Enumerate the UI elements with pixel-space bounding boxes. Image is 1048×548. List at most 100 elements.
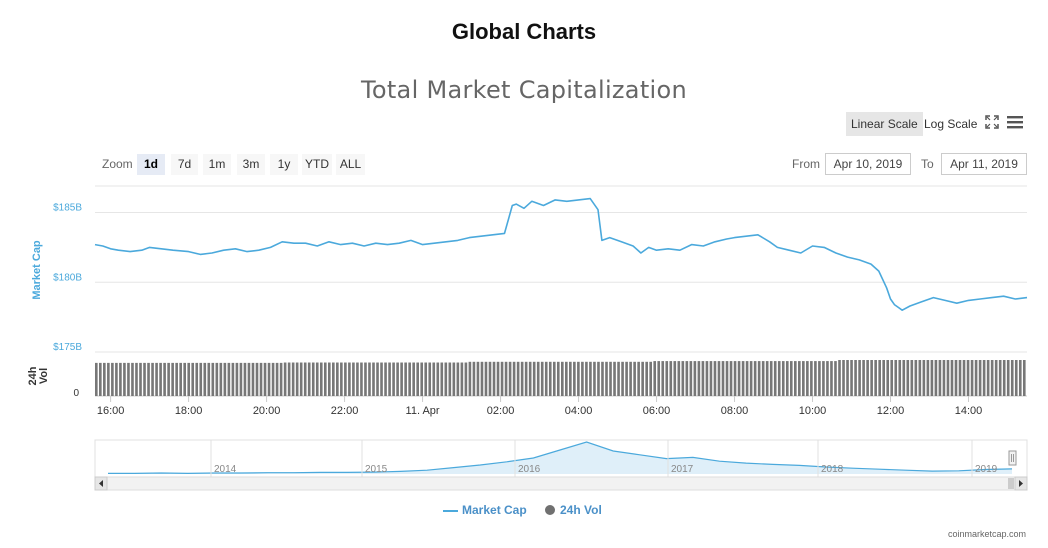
volume-bar [203, 362, 207, 396]
volume-bar [625, 361, 628, 396]
volume-bar [870, 360, 873, 396]
volume-bar [223, 362, 227, 396]
navigator-year-label: 2018 [821, 464, 844, 475]
volume-bar [798, 361, 801, 396]
volume-bar [605, 361, 608, 396]
navigator-year-label: 2019 [975, 464, 998, 475]
credit-link[interactable]: coinmarketcap.com [947, 529, 1026, 539]
volume-bar [440, 362, 444, 396]
vol-axis-title-line1: 24h [27, 366, 39, 385]
volume-bar [179, 362, 182, 396]
volume-bar [781, 361, 785, 396]
volume-bar [307, 362, 311, 396]
volume-bar [826, 361, 829, 396]
navigator-scrollbar[interactable] [94, 476, 1028, 491]
y-tick-label: $180B [53, 272, 82, 283]
zoom-3m-button[interactable]: 3m [237, 154, 265, 175]
volume-bar [725, 361, 729, 396]
volume-bar [902, 360, 906, 396]
market-cap-line [94, 197, 1028, 311]
volume-bar [344, 362, 347, 396]
navigator[interactable]: 2014 2015 2016 2017 2018 2019 [0, 436, 1048, 496]
volume-bar [894, 360, 898, 396]
volume-bar [380, 362, 383, 396]
volume-bar [376, 362, 379, 396]
volume-bar [199, 362, 203, 396]
volume-bar [428, 362, 432, 396]
market-cap-chart[interactable]: $185B $180B $175B Market Cap 24h Vol 0 16:00 18:… [0, 180, 1048, 420]
volume-bar [275, 362, 279, 396]
volume-bar [295, 362, 299, 396]
volume-bar [404, 362, 407, 396]
fullscreen-icon[interactable] [985, 115, 999, 134]
to-date-input[interactable]: Apr 11, 2019 [941, 153, 1027, 175]
volume-bar [552, 361, 556, 396]
navigator-scrollbar-thumb[interactable] [1008, 478, 1014, 489]
volume-bar [456, 362, 460, 396]
volume-bar [601, 361, 604, 396]
vol-axis-title-line2: Vol [38, 368, 50, 384]
volume-bar [621, 361, 624, 396]
volume-bar [966, 360, 970, 396]
volume-bar [167, 362, 170, 396]
scroll-left-icon[interactable] [94, 476, 108, 491]
volume-bar [528, 361, 532, 396]
volume-bar [990, 360, 994, 396]
volume-bar [500, 361, 504, 396]
volume-bar [577, 361, 580, 396]
line-swatch-icon [443, 509, 458, 512]
volume-bar [950, 360, 954, 396]
volume-bar [159, 362, 162, 396]
volume-bar [360, 362, 363, 396]
x-tick-label: 10:00 [799, 405, 827, 417]
volume-bar [488, 361, 492, 396]
volume-bar [741, 361, 745, 396]
volume-bar [918, 360, 922, 396]
volume-bar [135, 362, 138, 396]
volume-bar [484, 361, 488, 396]
legend-market-cap[interactable]: Market Cap [443, 503, 527, 517]
volume-bar [898, 360, 902, 396]
x-tick-label: 06:00 [643, 405, 671, 417]
volume-bar [131, 362, 134, 396]
volume-bar [974, 360, 978, 396]
volume-bar [629, 361, 632, 396]
linear-scale-button[interactable]: Linear Scale [846, 112, 923, 136]
volume-bar [677, 361, 681, 396]
volume-bar [942, 360, 946, 396]
volume-bar [319, 362, 323, 396]
hamburger-menu-icon[interactable] [1007, 116, 1023, 134]
volume-bar [886, 360, 890, 396]
legend-24h-vol[interactable]: 24h Vol [545, 503, 602, 517]
volume-bar [878, 360, 881, 396]
volume-bar [681, 361, 685, 396]
volume-bar [444, 362, 448, 396]
zoom-1y-button[interactable]: 1y [270, 154, 298, 175]
volume-bar [926, 360, 930, 396]
volume-bar [653, 361, 657, 396]
zoom-all-button[interactable]: ALL [336, 154, 365, 175]
volume-bar [460, 362, 464, 396]
page-title: Global Charts [451, 19, 597, 44]
volume-bar [255, 362, 259, 396]
zoom-ytd-button[interactable]: YTD [302, 154, 332, 175]
y-tick-label: $175B [53, 342, 82, 353]
volume-bar [384, 362, 387, 396]
volume-bar [175, 362, 178, 396]
zoom-1d-button[interactable]: 1d [137, 154, 165, 175]
x-tick-label: 02:00 [487, 405, 515, 417]
log-scale-button[interactable]: Log Scale [924, 117, 978, 131]
volume-bar [769, 361, 773, 396]
from-date-input[interactable]: Apr 10, 2019 [825, 153, 911, 175]
navigator-handle[interactable] [1008, 450, 1017, 466]
volume-bar [504, 361, 508, 396]
zoom-1m-button[interactable]: 1m [203, 154, 231, 175]
volume-bar [637, 361, 640, 396]
scroll-right-icon[interactable] [1014, 476, 1028, 491]
zoom-7d-button[interactable]: 7d [171, 154, 198, 175]
volume-bar [785, 361, 789, 396]
legend-24h-vol-label: 24h Vol [560, 503, 602, 517]
volume-bar [516, 361, 520, 396]
volume-bar [103, 362, 106, 396]
volume-bar [211, 362, 215, 396]
